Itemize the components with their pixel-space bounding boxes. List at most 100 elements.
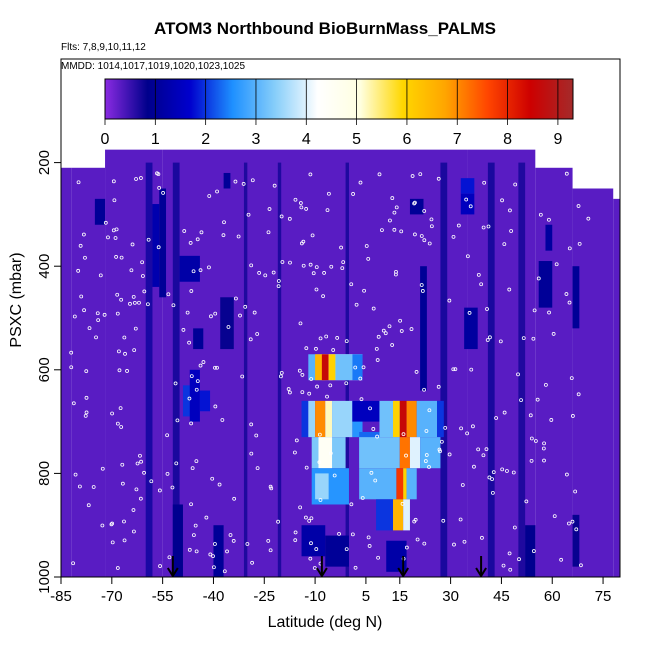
sample-point [422,238,427,243]
plot-area [61,149,620,577]
sample-point [130,242,135,247]
sample-point [451,234,456,239]
sample-point [208,552,213,557]
sample-point [165,433,170,438]
sample-point [119,297,124,302]
sample-point [161,191,165,195]
sample-point [331,348,336,352]
sample-point [460,483,465,487]
sample-point [567,300,572,305]
sample-point [516,372,520,377]
sample-point [419,283,424,287]
sample-point [146,237,151,242]
x-tick-label: -10 [304,588,326,605]
sample-point [429,217,434,222]
sample-point [181,328,186,332]
sample-point [191,533,196,538]
sample-point [271,270,276,275]
sample-point [354,302,359,307]
sample-point [158,564,162,568]
sample-point [309,377,314,381]
sample-point [576,204,581,208]
sample-point [586,216,591,221]
sample-point [255,466,260,470]
sample-point [266,230,271,235]
colorbar-tick-label: 0 [101,131,110,148]
heatmap-cell [572,514,580,567]
colorbar-tick-label: 5 [352,131,361,148]
stripe-cell [172,162,180,577]
x-tick-label: 30 [442,588,459,605]
sample-point [286,387,291,391]
sample-point [464,197,469,202]
sample-point [292,450,297,455]
sample-point [517,557,521,562]
sample-point [400,501,405,506]
sample-point [298,505,303,510]
sample-point [300,373,305,377]
sample-point [533,439,538,443]
sample-point [532,308,537,313]
x-tick-label: 75 [595,588,612,605]
sample-point [146,302,150,307]
sample-point [549,418,554,422]
sample-point [369,470,374,475]
sample-point [301,263,306,268]
sample-point [245,542,250,546]
sample-point [375,358,380,362]
sample-point [175,418,180,423]
sample-point [268,548,273,553]
heatmap-cell [416,400,438,438]
sample-point [486,224,491,229]
heatmap-cell [399,400,407,438]
sample-point [423,459,428,463]
sample-point [509,229,514,233]
heatmap-cell [325,400,333,438]
sample-point [453,367,458,372]
sample-point [84,410,89,415]
sample-point [308,262,313,267]
sample-point [166,292,171,297]
sample-point [122,538,127,543]
sample-point [138,453,142,458]
sample-point [167,555,172,560]
sample-point [500,467,505,472]
sample-point [288,260,292,265]
sample-point [580,173,584,177]
sample-point [341,260,346,265]
sample-point [114,255,118,259]
sample-point [120,481,125,486]
stripe-cell [487,162,495,577]
sample-point [350,532,355,537]
sample-point [307,518,312,523]
colorbar-tick-label: 6 [402,131,411,148]
sample-point [368,406,372,411]
colorbar-gradient [104,78,574,120]
sample-point [174,461,179,466]
sample-point [392,210,397,215]
sample-point [157,185,162,190]
sample-point [570,414,575,418]
sample-point [122,519,126,524]
colorbar: 0 1 2 3 4 5 6 7 8 9 [101,78,574,148]
sample-point [328,383,333,388]
sample-point [410,174,415,178]
sample-point [443,426,448,430]
sample-point [298,321,303,326]
stripe-cell [440,162,448,577]
sample-point [507,551,512,556]
sample-point [304,207,309,211]
sample-point [324,334,329,339]
heatmap-cell [315,354,326,381]
x-tick-label: -70 [101,588,123,605]
heatmap-cell [301,400,309,438]
sample-point [535,397,540,402]
x-tick-label: -55 [152,588,174,605]
sample-point [564,171,569,176]
sample-point [133,326,138,331]
sample-point [513,182,518,187]
sample-point [189,421,194,426]
sample-point [249,451,254,456]
sample-point [100,466,105,471]
